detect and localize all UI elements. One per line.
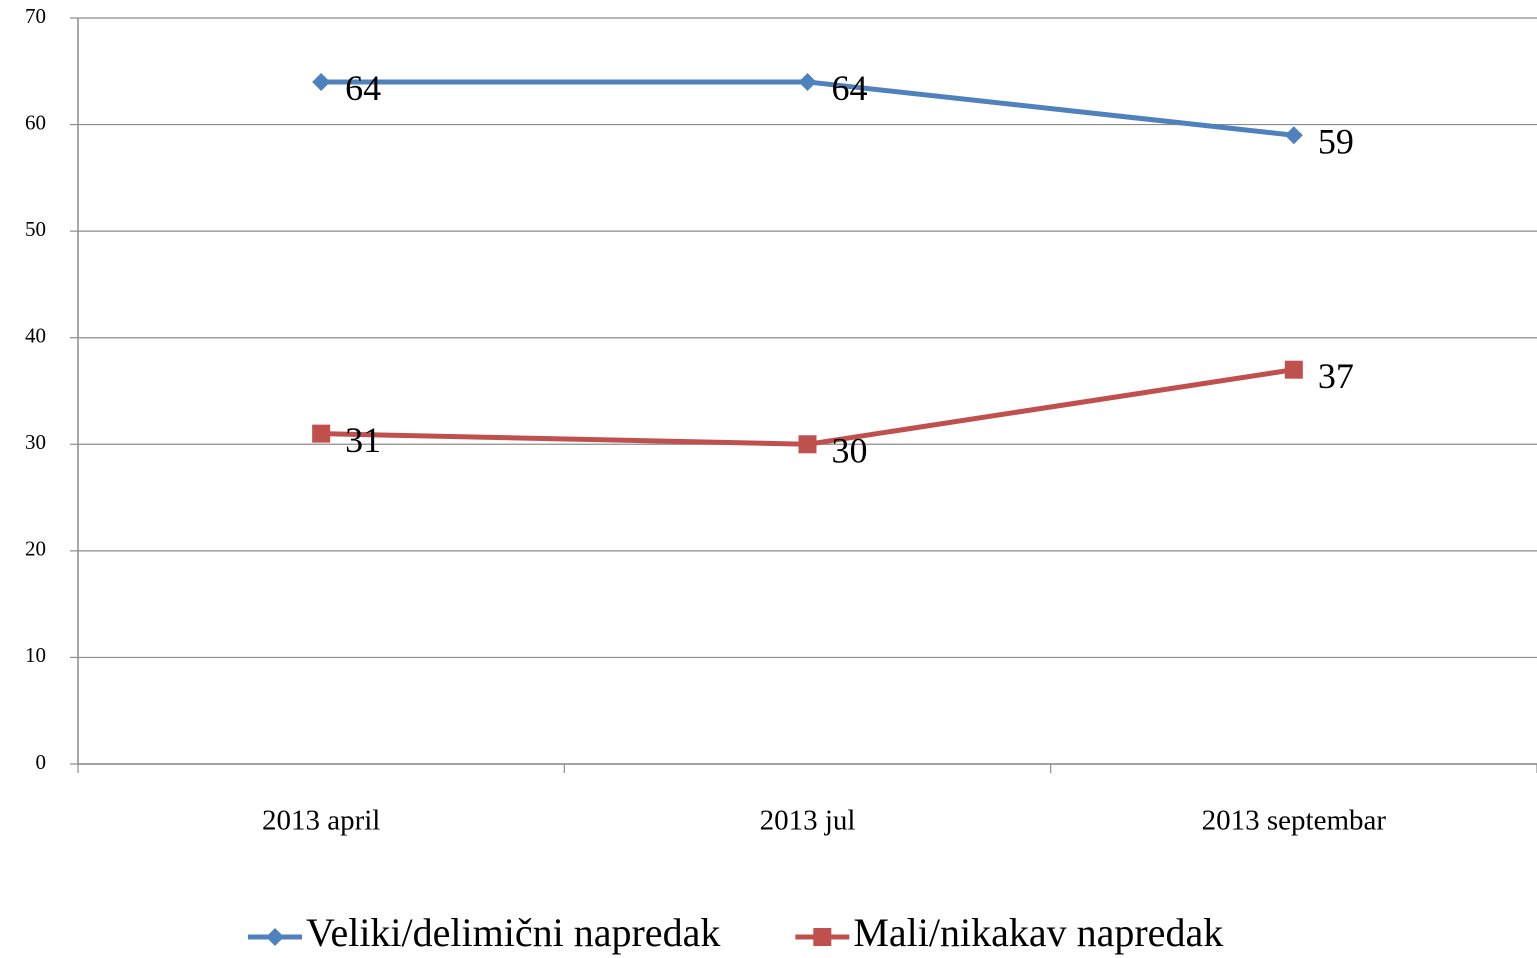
data-label: 64 — [345, 68, 381, 108]
y-tick-label: 60 — [25, 110, 46, 134]
legend-label: Veliki/delimični napredak — [306, 910, 720, 955]
legend: Veliki/delimični napredak Mali/nikakav na… — [248, 910, 1223, 955]
marker — [1284, 126, 1303, 145]
data-label: 59 — [1318, 121, 1354, 161]
x-tick-label: 2013 septembar — [1202, 805, 1387, 837]
y-tick-label: 30 — [25, 430, 46, 454]
x-tick-label: 2013 april — [262, 805, 380, 837]
data-label: 64 — [832, 68, 868, 108]
y-tick-label: 40 — [25, 324, 46, 348]
marker — [798, 435, 817, 454]
y-tick-label: 10 — [25, 643, 46, 667]
legend-label: Mali/nikakav napredak — [853, 910, 1223, 955]
y-tick-label: 70 — [25, 4, 46, 28]
y-tick-label: 50 — [25, 217, 46, 241]
series-line — [321, 367, 1295, 447]
y-tick-label: 0 — [36, 750, 47, 774]
marker — [312, 424, 331, 443]
data-label: 31 — [345, 420, 381, 460]
y-tick-label: 20 — [25, 537, 46, 561]
data-label: 37 — [1318, 356, 1354, 396]
marker — [312, 72, 331, 91]
marker — [798, 72, 817, 91]
marker — [813, 928, 832, 946]
marker — [266, 928, 284, 946]
marker — [1284, 360, 1303, 379]
x-tick-label: 2013 jul — [760, 805, 856, 837]
data-label: 30 — [832, 431, 868, 471]
